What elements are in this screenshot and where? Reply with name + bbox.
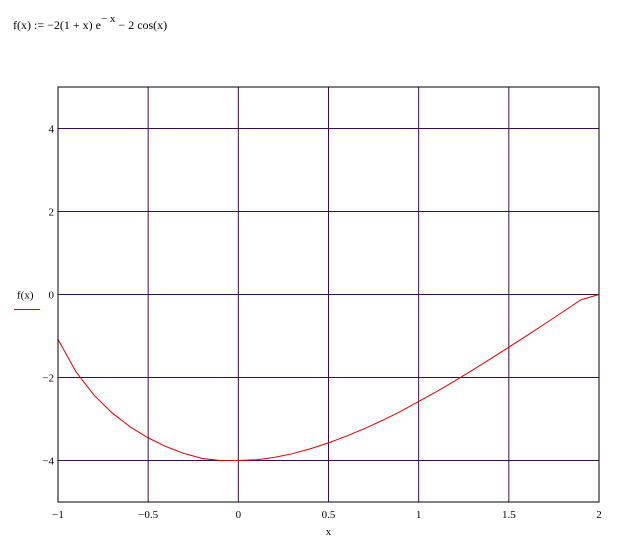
- x-tick-label: 1: [416, 509, 422, 521]
- plot-grid: [58, 87, 599, 502]
- y-tick-label: 4: [49, 124, 55, 136]
- x-tick-label: 0.5: [322, 509, 336, 521]
- formula-body: −2(1 + x) e: [47, 18, 101, 32]
- formula-tail: − 2 cos(x): [115, 18, 168, 32]
- y-axis-legend: f(x): [14, 290, 40, 310]
- formula-exponent: − x: [100, 13, 116, 25]
- x-tick-label: 2: [596, 509, 602, 521]
- x-tick-label: −0.5: [138, 509, 158, 521]
- y-tick-label: −4: [42, 456, 54, 468]
- function-definition[interactable]: f(x) := −2(1 + x) e− x − 2 cos(x): [13, 13, 168, 33]
- plot-series: [57, 294, 600, 461]
- tick-labels: −1 −0.5 0 0.5 1 1.5 2 −4 −2 0 2 4: [42, 124, 601, 522]
- formula-lhs: f(x) :=: [13, 18, 48, 32]
- y-tick-label: 0: [49, 290, 55, 302]
- plot-frame: [57, 86, 600, 503]
- y-tick-label: −2: [42, 373, 54, 385]
- series-line-f: [57, 294, 600, 461]
- y-axis-label: f(x): [17, 290, 34, 302]
- y-tick-label: 2: [49, 207, 55, 219]
- x-axis-label: x: [326, 526, 332, 538]
- x-tick-label: −1: [52, 509, 64, 521]
- x-tick-label: 0: [236, 509, 242, 521]
- x-tick-label: 1.5: [502, 509, 516, 521]
